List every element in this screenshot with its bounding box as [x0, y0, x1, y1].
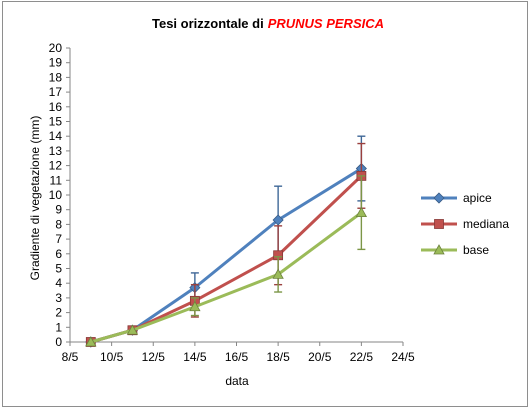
line-chart: Tesi orizzontale di PRUNUS PERSICA 012345… [28, 16, 509, 388]
chart-title-main: Tesi orizzontale di [152, 16, 264, 31]
data-point [126, 324, 139, 335]
data-point [272, 214, 284, 226]
x-tick-label: 10/5 [100, 350, 124, 364]
y-tick-label: 0 [55, 335, 62, 349]
series-layer [85, 135, 368, 348]
legend-label: apice [463, 191, 492, 205]
legend-item-mediana: mediana [421, 217, 509, 231]
y-tick-label: 18 [49, 70, 63, 84]
y-tick-label: 8 [55, 217, 62, 231]
legend-marker [434, 219, 444, 229]
legend-label: base [463, 243, 489, 257]
series-base [85, 175, 368, 347]
legend-marker [433, 192, 445, 204]
x-axis-ticks: 8/5 10/5 12/5 14/5 16/5 18/5 20/5 22/5 24/5 [62, 342, 415, 364]
y-tick-label: 14 [49, 129, 63, 143]
chart-title: Tesi orizzontale di PRUNUS PERSICA [152, 16, 384, 31]
y-tick-label: 19 [49, 56, 63, 70]
data-point [355, 206, 368, 218]
legend: apice mediana base [421, 191, 509, 257]
y-tick-label: 16 [49, 100, 63, 114]
x-tick-label: 8/5 [62, 350, 79, 364]
y-tick-label: 7 [55, 232, 62, 246]
legend-item-apice: apice [421, 191, 492, 205]
x-axis-title: data [225, 374, 249, 388]
y-tick-label: 20 [49, 41, 63, 55]
data-point [85, 336, 97, 347]
legend-label: mediana [463, 217, 509, 231]
x-tick-label: 20/5 [308, 350, 332, 364]
y-tick-label: 3 [55, 291, 62, 305]
data-point [272, 268, 284, 279]
x-tick-label: 16/5 [225, 350, 249, 364]
y-tick-label: 17 [49, 85, 63, 99]
series-line [90, 167, 363, 344]
y-tick-label: 12 [49, 159, 63, 173]
y-axis-title: Gradiente di vegetazione (mm) [28, 116, 42, 281]
y-tick-label: 9 [55, 203, 62, 217]
x-tick-label: 18/5 [266, 350, 290, 364]
series-line [90, 174, 363, 344]
y-tick-label: 10 [49, 188, 63, 202]
y-tick-label: 15 [49, 115, 63, 129]
x-tick-label: 12/5 [142, 350, 166, 364]
y-tick-label: 5 [55, 262, 62, 276]
legend-marker [433, 244, 445, 255]
y-tick-label: 11 [50, 173, 63, 187]
y-tick-label: 2 [55, 306, 62, 320]
y-tick-label: 13 [49, 144, 63, 158]
series-line [90, 211, 363, 344]
x-tick-label: 24/5 [391, 350, 415, 364]
y-tick-label: 4 [55, 276, 62, 290]
data-point [189, 300, 201, 312]
series-mediana [85, 142, 367, 347]
chart-title-highlight: PRUNUS PERSICA [268, 16, 384, 31]
x-tick-label: 14/5 [183, 350, 207, 364]
y-tick-label: 1 [55, 320, 62, 334]
x-tick-label: 22/5 [350, 350, 374, 364]
y-tick-label: 6 [55, 247, 62, 261]
legend-item-base: base [421, 243, 489, 257]
